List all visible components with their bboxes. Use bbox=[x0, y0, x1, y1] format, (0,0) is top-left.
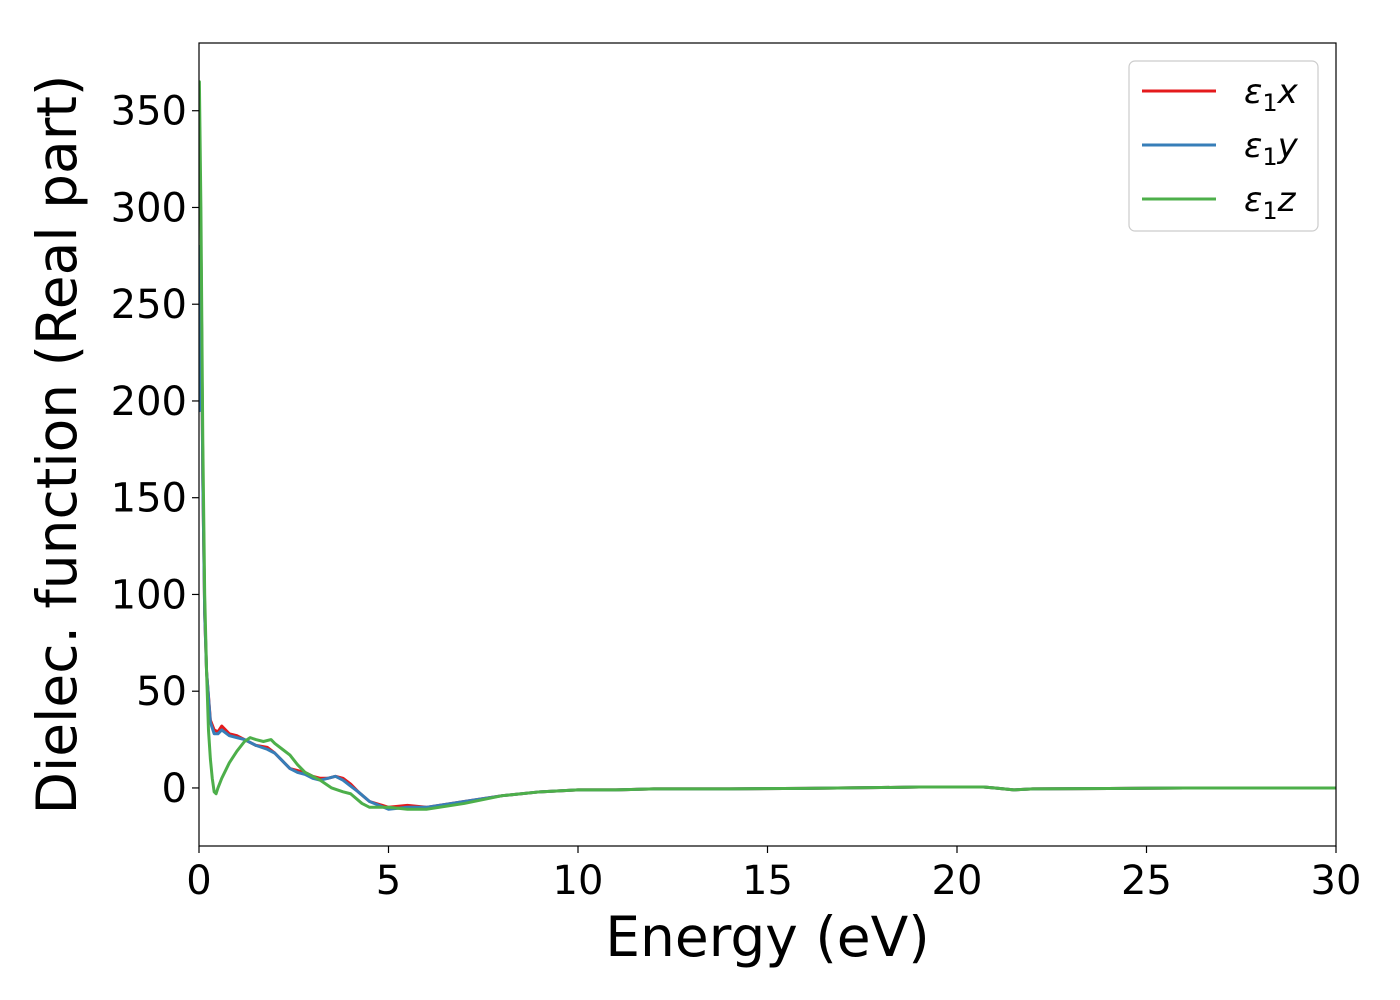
x-tick-label: 10 bbox=[553, 858, 604, 904]
y-tick-label: 350 bbox=[111, 89, 187, 135]
legend-item-x: ε1x bbox=[1142, 72, 1299, 117]
x-axis: 0 5 10 15 20 25 30 bbox=[186, 846, 1361, 904]
legend: ε1x ε1y ε1z bbox=[1128, 60, 1319, 232]
x-tick-label: 25 bbox=[1121, 858, 1172, 904]
x-tick-label: 0 bbox=[186, 858, 211, 904]
legend-frame bbox=[1128, 60, 1319, 232]
legend-item-z: ε1z bbox=[1142, 180, 1297, 225]
legend-label: ε1y bbox=[1244, 126, 1299, 171]
legend-label: ε1x bbox=[1244, 72, 1299, 117]
x-tick-label: 30 bbox=[1311, 858, 1362, 904]
x-tick-label: 20 bbox=[932, 858, 983, 904]
y-tick-label: 50 bbox=[136, 669, 187, 715]
legend-item-y: ε1y bbox=[1142, 126, 1299, 171]
x-tick-label: 15 bbox=[742, 858, 793, 904]
x-axis-title: Energy (eV) bbox=[605, 905, 929, 969]
y-tick-label: 250 bbox=[111, 282, 187, 328]
x-tick-label: 5 bbox=[376, 858, 401, 904]
y-tick-label: 0 bbox=[162, 766, 187, 812]
y-tick-label: 100 bbox=[111, 572, 187, 618]
y-axis: 0 50 100 150 200 250 300 350 bbox=[111, 89, 199, 812]
y-tick-label: 150 bbox=[111, 476, 187, 522]
legend-label: ε1z bbox=[1244, 180, 1297, 225]
y-tick-label: 200 bbox=[111, 379, 187, 425]
y-tick-label: 300 bbox=[111, 185, 187, 231]
series-layer bbox=[199, 80, 1336, 811]
y-axis-title: Dielec. function (Real part) bbox=[25, 75, 89, 815]
series-line-z bbox=[199, 80, 1336, 811]
